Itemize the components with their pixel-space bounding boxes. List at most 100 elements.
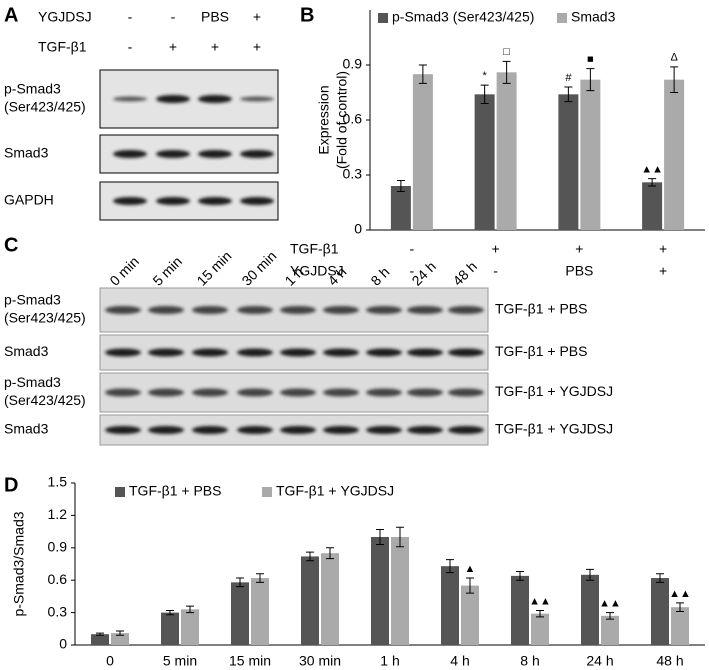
bar — [251, 578, 269, 645]
time-label: 8 h — [367, 264, 392, 289]
band — [156, 197, 190, 205]
blot-condition: TGF-β1 + YGJDSJ — [495, 383, 613, 399]
bar — [161, 612, 179, 645]
band — [113, 197, 147, 205]
band — [366, 388, 402, 397]
blot-label: p-Smad3 — [4, 292, 61, 308]
band — [407, 388, 443, 397]
significance-marker: ▲▲ — [599, 598, 621, 610]
time-label: 5 min — [149, 253, 185, 289]
time-label: 30 min — [238, 248, 279, 289]
band — [105, 306, 141, 314]
blot-label: (Ser423/425) — [4, 392, 86, 408]
blot-condition: TGF-β1 + PBS — [495, 343, 587, 359]
y-axis-label: Expression — [316, 85, 332, 154]
band — [113, 150, 147, 158]
band — [240, 96, 274, 102]
legend-label: p-Smad3 (Ser423/425) — [392, 9, 534, 25]
significance-marker: ▲▲ — [529, 595, 551, 607]
blot-condition: TGF-β1 + PBS — [495, 301, 587, 317]
band — [148, 426, 184, 434]
legend-swatch — [557, 13, 567, 23]
bar — [321, 553, 339, 645]
band — [448, 348, 484, 357]
band — [192, 426, 228, 434]
bar — [558, 94, 579, 230]
error-bar — [466, 577, 474, 594]
y-axis-label: p-Smad3/Smad3 — [11, 511, 27, 616]
band — [198, 95, 232, 103]
x-tick-label: 8 h — [520, 653, 539, 669]
x-row-value: - — [410, 263, 415, 279]
bar — [391, 537, 409, 645]
panel-letter: A — [4, 4, 18, 26]
error-bar — [418, 64, 427, 84]
band — [198, 197, 232, 205]
band — [448, 426, 484, 434]
band — [323, 426, 359, 434]
bar — [181, 609, 199, 645]
bar — [474, 94, 495, 230]
band — [198, 150, 232, 158]
blot-label: (Ser423/425) — [4, 99, 86, 115]
error-bar — [480, 84, 489, 104]
band — [323, 348, 359, 357]
band — [192, 306, 228, 314]
blot-label: p-Smad3 — [4, 81, 61, 97]
significance-marker: ▲ — [465, 563, 476, 575]
error-bar — [236, 577, 244, 588]
x-tick-label: 0 — [106, 653, 114, 669]
y-tick-label: 0 — [354, 221, 362, 237]
x-tick-label: 5 min — [163, 653, 197, 669]
x-tick-label: 15 min — [229, 653, 271, 669]
significance-marker: ▲▲ — [641, 164, 663, 176]
x-row-value: - — [493, 263, 498, 279]
band — [237, 388, 273, 397]
significance-marker: * — [482, 70, 487, 82]
legend-label: Smad3 — [571, 9, 616, 25]
band — [156, 150, 190, 158]
y-tick-label: 0.3 — [48, 603, 68, 619]
band — [448, 306, 484, 314]
bar — [496, 72, 517, 230]
bar — [664, 79, 685, 231]
x-tick-label: 48 h — [656, 653, 683, 669]
band — [280, 306, 316, 314]
treatment-sign: + — [253, 39, 261, 55]
band — [105, 388, 141, 397]
blot-condition: TGF-β1 + YGJDSJ — [495, 421, 613, 437]
treatment-label: YGJDSJ — [38, 9, 92, 25]
band — [323, 306, 359, 314]
bar — [441, 566, 459, 645]
bar — [301, 556, 319, 645]
significance-marker: Δ — [670, 52, 678, 64]
treatment-label: TGF-β1 — [38, 39, 87, 55]
legend-swatch — [262, 487, 272, 497]
error-bar — [306, 551, 314, 562]
band — [156, 95, 190, 103]
band — [280, 426, 316, 434]
x-row-value: + — [659, 263, 667, 279]
legend-swatch — [378, 13, 388, 23]
band — [448, 388, 484, 397]
y-tick-label: 0.3 — [343, 166, 363, 182]
error-bar — [586, 68, 595, 92]
bar — [581, 574, 599, 645]
band — [148, 348, 184, 357]
treatment-sign: - — [128, 9, 133, 25]
x-row-value: + — [575, 241, 583, 257]
bar — [580, 79, 601, 231]
error-bar — [326, 547, 334, 560]
treatment-sign: + — [211, 39, 219, 55]
band — [407, 348, 443, 357]
band — [237, 348, 273, 357]
blot-label: Smad3 — [4, 145, 49, 161]
error-bar — [586, 568, 594, 581]
band — [105, 348, 141, 357]
bar — [412, 74, 433, 231]
significance-marker: # — [565, 72, 572, 84]
band — [192, 388, 228, 397]
bar — [91, 634, 109, 645]
error-bar — [186, 605, 194, 614]
bar — [111, 633, 129, 645]
